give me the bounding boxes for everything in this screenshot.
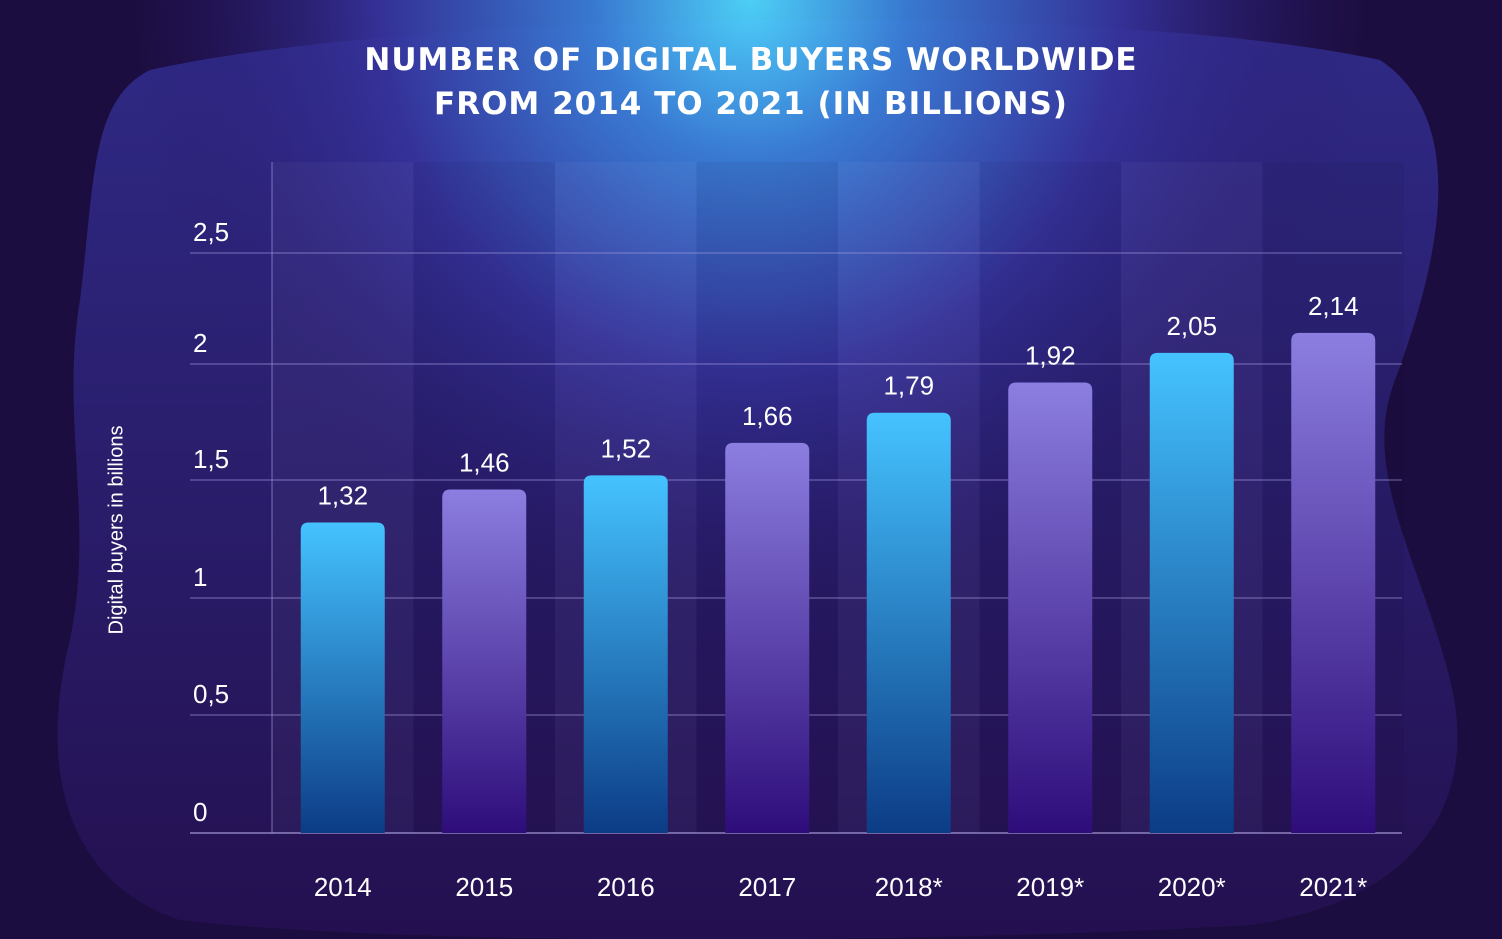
chart-title-line-1: NUMBER OF DIGITAL BUYERS WORLDWIDE [364, 42, 1138, 78]
data-label: 1,66 [742, 401, 793, 431]
x-category-label: 2015 [455, 872, 513, 902]
data-label: 2,14 [1308, 291, 1359, 321]
chart-title-line-2: FROM 2014 TO 2021 (IN BILLIONS) [434, 86, 1068, 122]
data-label: 1,32 [317, 480, 368, 510]
x-category-label: 2020* [1158, 872, 1226, 902]
x-category-label: 2016 [597, 872, 655, 902]
y-tick-label: 1 [193, 562, 207, 592]
x-category-label: 2021* [1299, 872, 1367, 902]
x-axis-categories: 2014 2015 2016 2017 2018* 2019* 2020* 2021* [314, 872, 1367, 902]
data-label: 1,52 [600, 433, 651, 463]
x-category-label: 2017 [738, 872, 796, 902]
x-category-label: 2018* [875, 872, 943, 902]
chart-title: NUMBER OF DIGITAL BUYERS WORLDWIDE FROM … [0, 38, 1502, 126]
bar-2015 [442, 489, 527, 833]
bars [300, 332, 1376, 833]
bar-2018 [866, 412, 951, 833]
data-label: 1,46 [459, 447, 510, 477]
data-label: 1,92 [1025, 341, 1076, 371]
bar-2014 [300, 522, 385, 833]
data-label: 1,79 [883, 371, 934, 401]
data-label: 2,05 [1166, 311, 1217, 341]
y-tick-label: 2 [193, 328, 207, 358]
y-tick-label: 0 [193, 797, 207, 827]
y-tick-label: 2,5 [193, 217, 229, 247]
y-tick-label: 0,5 [193, 679, 229, 709]
bar-2020 [1149, 352, 1234, 833]
column-bands [413, 162, 1404, 833]
bar-2021 [1291, 332, 1376, 833]
bar-2017 [725, 442, 810, 833]
x-category-label: 2014 [314, 872, 372, 902]
data-labels: 1,32 1,46 1,52 1,66 1,79 1,92 2,05 2,14 [317, 291, 1358, 511]
y-axis-ticks: 0 0,5 1 1,5 2 2,5 [193, 217, 229, 827]
bar-2016 [583, 475, 668, 833]
bar-2019 [1008, 382, 1093, 833]
y-tick-label: 1,5 [193, 444, 229, 474]
x-category-label: 2019* [1016, 872, 1084, 902]
